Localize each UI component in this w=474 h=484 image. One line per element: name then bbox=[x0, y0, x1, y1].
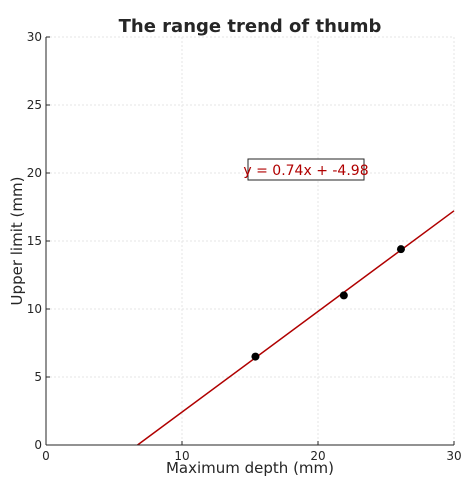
x-tick-label: 0 bbox=[42, 449, 50, 463]
y-tick-label: 5 bbox=[34, 370, 42, 384]
equation-annotation: y = 0.74x + -4.98 bbox=[243, 158, 369, 181]
chart-title: The range trend of thumb bbox=[119, 16, 382, 37]
y-tick-label: 15 bbox=[27, 234, 42, 248]
x-axis-label: Maximum depth (mm) bbox=[166, 459, 334, 477]
y-tick-label: 0 bbox=[34, 438, 42, 452]
y-tick-label: 10 bbox=[27, 302, 42, 316]
fit-line bbox=[137, 210, 455, 446]
y-tick-label: 20 bbox=[27, 166, 42, 180]
x-tick-label: 10 bbox=[174, 449, 189, 463]
equation-text: y = 0.74x + -4.98 bbox=[243, 163, 368, 179]
grid-lines bbox=[45, 36, 455, 446]
data-point bbox=[396, 245, 405, 254]
x-tick-label: 20 bbox=[310, 449, 325, 463]
fit-line-group bbox=[137, 210, 455, 446]
x-tick-label: 30 bbox=[446, 449, 461, 463]
y-axis-label: Upper limit (mm) bbox=[8, 177, 26, 306]
data-point bbox=[251, 352, 260, 361]
data-point bbox=[339, 291, 348, 300]
tick-labels: 0 10 20 30 0 5 10 15 20 25 30 bbox=[27, 30, 462, 463]
y-tick-label: 25 bbox=[27, 98, 42, 112]
data-points bbox=[251, 245, 405, 361]
equation-box bbox=[247, 158, 365, 181]
y-tick-label: 30 bbox=[27, 30, 42, 44]
axes bbox=[45, 36, 455, 446]
